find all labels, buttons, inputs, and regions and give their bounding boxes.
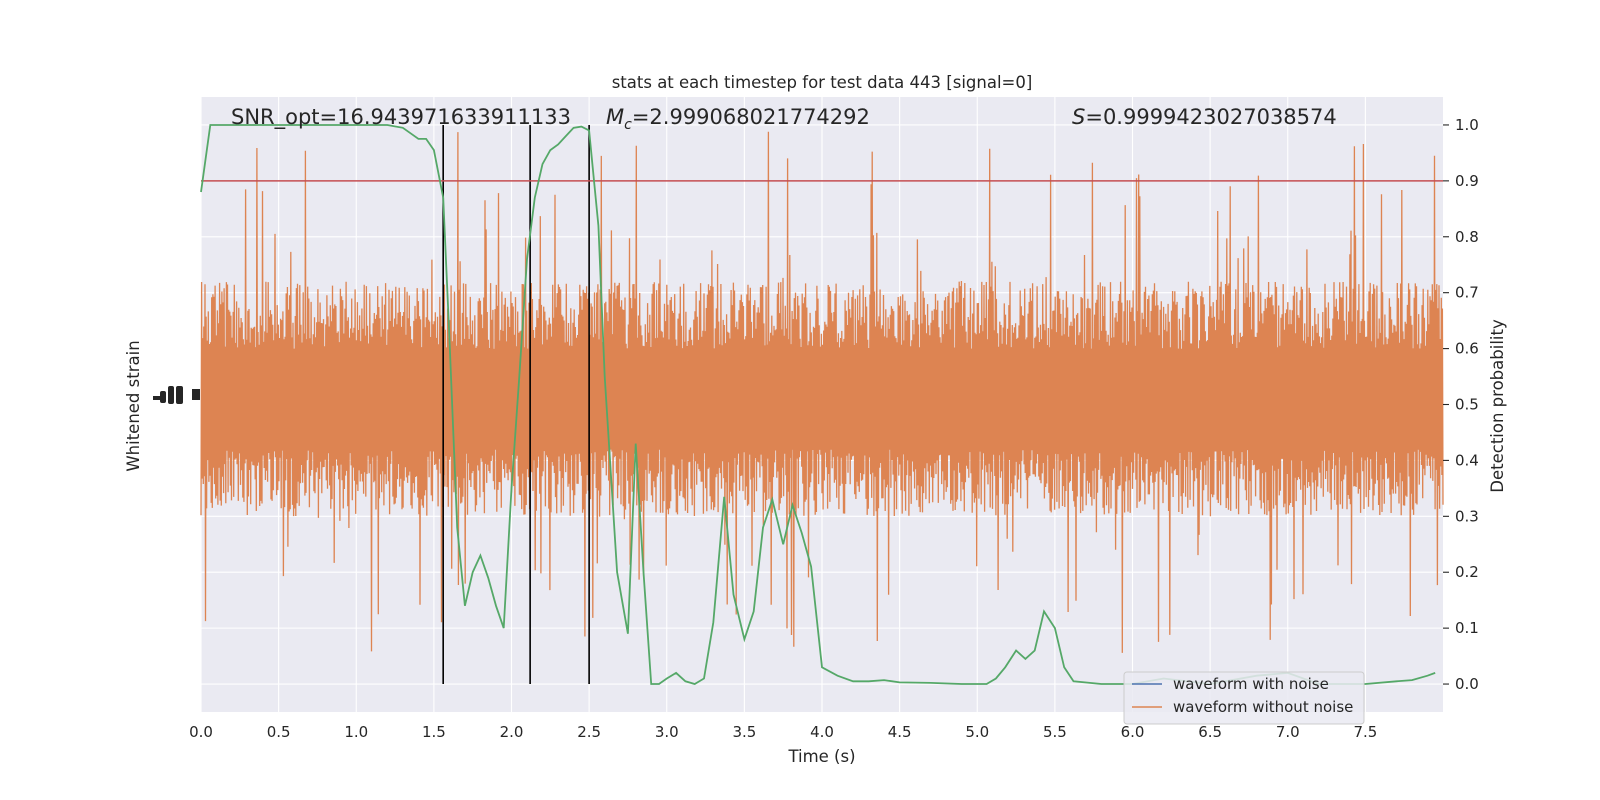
x-tick-label: 7.5 xyxy=(1353,723,1377,741)
x-tick-label: 4.5 xyxy=(888,723,912,741)
y-tick-label: 0.7 xyxy=(1455,284,1479,302)
x-tick-label: 6.0 xyxy=(1121,723,1145,741)
y-axis-ticks-right: 0.0 0.1 0.2 0.3 0.4 0.5 0.6 0.7 0.8 0.9 1.0 xyxy=(1443,116,1479,693)
x-tick-label: 1.0 xyxy=(344,723,368,741)
y-tick-label: 1.0 xyxy=(1455,116,1479,134)
x-axis-ticks: 0.0 0.5 1.0 1.5 2.0 2.5 3.0 3.5 4.0 4.5 5.0 5.5 6.0 6… xyxy=(189,723,1377,741)
noise-band xyxy=(200,131,1444,653)
y-axis-label-right: Detection probability xyxy=(1488,319,1507,493)
probability-line xyxy=(200,124,1436,685)
legend-label-without-noise: waveform without noise xyxy=(1173,698,1353,716)
legend-box xyxy=(1123,671,1365,725)
x-tick-label: 1.5 xyxy=(422,723,446,741)
x-tick-label: 5.0 xyxy=(965,723,989,741)
vertical-markers xyxy=(442,124,590,685)
x-tick-label: 0.0 xyxy=(189,723,213,741)
y-tick-label: 0.8 xyxy=(1455,228,1479,246)
x-tick-label: 3.5 xyxy=(732,723,756,741)
chirp-mass-annotation: Mc=2.999068021774292 xyxy=(606,105,870,133)
x-tick-label: 6.5 xyxy=(1198,723,1222,741)
legend-label-with-noise: waveform with noise xyxy=(1173,675,1329,693)
x-tick-label: 3.0 xyxy=(655,723,679,741)
y-axis-label-left: Whitened strain xyxy=(124,340,143,471)
legend: waveform with noise waveform without noi… xyxy=(1123,671,1365,725)
y-tick-label: 0.5 xyxy=(1455,396,1479,414)
y-tick-label: 0.4 xyxy=(1455,451,1479,469)
x-tick-label: 2.0 xyxy=(500,723,524,741)
x-tick-label: 0.5 xyxy=(267,723,291,741)
left-axis-ticks xyxy=(153,386,200,404)
y-tick-label: 0.9 xyxy=(1455,172,1479,190)
s-annotation: S=0.9999423027038574 xyxy=(1072,105,1337,129)
x-tick-label: 2.5 xyxy=(577,723,601,741)
snr-annotation: SNR_opt=16.943971633911133 xyxy=(231,105,571,130)
probability-series xyxy=(200,124,1436,685)
y-tick-label: 0.1 xyxy=(1455,619,1479,637)
chart-title: stats at each timestep for test data 443… xyxy=(612,73,1033,92)
noise-trace xyxy=(200,131,1444,653)
x-tick-label: 7.0 xyxy=(1276,723,1300,741)
x-axis-label: Time (s) xyxy=(787,747,855,766)
x-tick-label: 4.0 xyxy=(810,723,834,741)
y-tick-label: 0.6 xyxy=(1455,340,1479,358)
y-tick-label: 0.2 xyxy=(1455,563,1479,581)
x-tick-label: 5.5 xyxy=(1043,723,1067,741)
y-tick-label: 0.0 xyxy=(1455,675,1479,693)
y-tick-label: 0.3 xyxy=(1455,507,1479,525)
